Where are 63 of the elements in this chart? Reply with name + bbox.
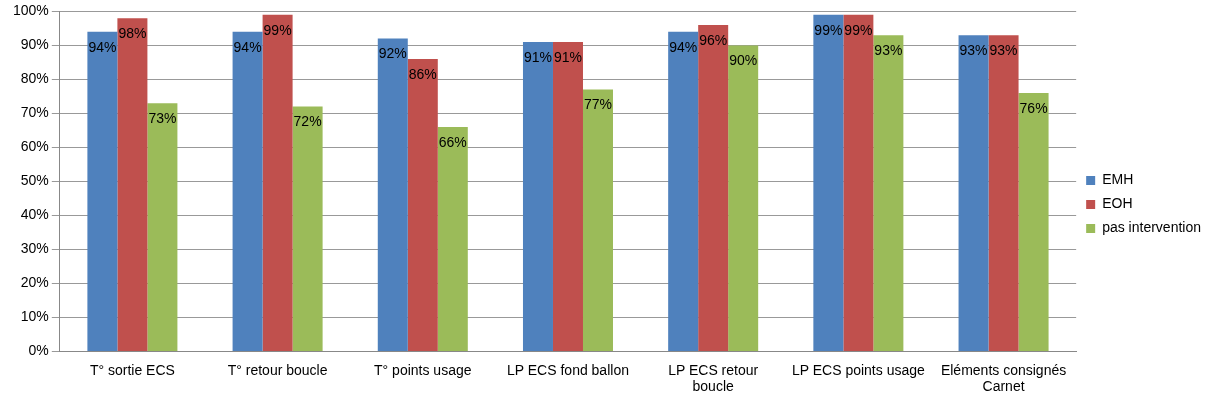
data-label: 99% bbox=[814, 21, 843, 38]
legend-label: pas intervention bbox=[1102, 219, 1201, 236]
bar bbox=[728, 45, 759, 351]
x-tick-label: LP ECS points usage bbox=[791, 361, 925, 378]
bar bbox=[873, 35, 904, 351]
y-tick-label: 70% bbox=[20, 104, 49, 121]
x-tick-label: T° sortie ECS bbox=[89, 361, 175, 378]
bar bbox=[843, 14, 874, 351]
bar bbox=[582, 89, 613, 351]
legend-label: EMH bbox=[1102, 171, 1134, 188]
data-label: 94% bbox=[669, 38, 698, 55]
bar bbox=[437, 127, 468, 351]
data-label: 93% bbox=[874, 42, 903, 59]
data-label: 73% bbox=[148, 110, 177, 127]
x-tick-label: Eléments consignés Carnet bbox=[940, 361, 1067, 395]
x-tick-label: LP ECS fond ballon bbox=[507, 361, 629, 378]
bar bbox=[552, 42, 583, 351]
x-tick-label: LP ECS retour boucle bbox=[668, 361, 759, 395]
bar bbox=[262, 14, 293, 351]
bar bbox=[813, 14, 844, 351]
y-tick-label: 80% bbox=[20, 70, 49, 87]
data-label: 90% bbox=[729, 52, 758, 69]
bar bbox=[522, 42, 553, 351]
data-label: 91% bbox=[523, 48, 552, 65]
data-label: 66% bbox=[438, 133, 467, 150]
y-tick-label: 90% bbox=[20, 36, 49, 53]
bar bbox=[698, 25, 729, 351]
data-label: 99% bbox=[263, 21, 292, 38]
data-label: 99% bbox=[844, 21, 873, 38]
data-label: 94% bbox=[88, 38, 117, 55]
bar bbox=[232, 31, 263, 351]
data-label: 72% bbox=[293, 113, 322, 130]
bar bbox=[147, 103, 178, 351]
y-tick-label: 0% bbox=[28, 342, 49, 359]
y-tick-label: 30% bbox=[20, 240, 49, 257]
bar bbox=[407, 59, 438, 351]
data-label: 98% bbox=[118, 25, 147, 42]
bar bbox=[87, 31, 118, 351]
y-tick-label: 20% bbox=[20, 274, 49, 291]
data-label: 92% bbox=[378, 45, 407, 62]
bar bbox=[377, 38, 408, 351]
bar bbox=[668, 31, 699, 351]
data-label: 93% bbox=[989, 42, 1018, 59]
y-tick-label: 10% bbox=[20, 308, 49, 325]
data-label: 93% bbox=[959, 42, 988, 59]
data-label: 86% bbox=[408, 65, 437, 82]
data-label: 96% bbox=[699, 31, 728, 48]
y-tick-label: 40% bbox=[20, 206, 49, 223]
data-label: 94% bbox=[233, 38, 262, 55]
data-label: 77% bbox=[583, 96, 613, 113]
y-tick-label: 50% bbox=[20, 172, 49, 189]
bar bbox=[1018, 93, 1049, 351]
x-tick-label: T° points usage bbox=[374, 361, 472, 378]
y-tick-label: 60% bbox=[20, 138, 49, 155]
bar bbox=[117, 18, 148, 351]
bar bbox=[988, 35, 1019, 351]
legend-label: EOH bbox=[1102, 195, 1133, 212]
bar bbox=[292, 106, 323, 351]
y-tick-label: 100% bbox=[12, 2, 49, 19]
x-tick-label: T° retour boucle bbox=[227, 361, 328, 378]
data-label: 91% bbox=[553, 48, 582, 65]
bar bbox=[958, 35, 989, 351]
data-label: 76% bbox=[1019, 99, 1048, 116]
